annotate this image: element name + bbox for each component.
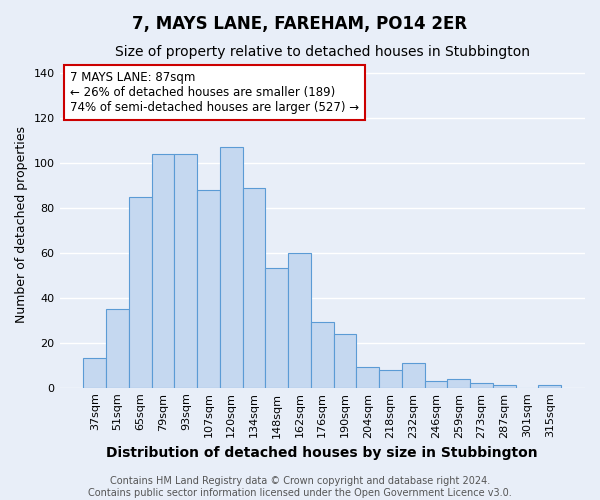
- X-axis label: Distribution of detached houses by size in Stubbington: Distribution of detached houses by size …: [106, 446, 538, 460]
- Bar: [152, 154, 175, 388]
- Bar: [265, 268, 288, 388]
- Bar: [470, 383, 493, 388]
- Bar: [175, 154, 197, 388]
- Bar: [448, 378, 470, 388]
- Text: 7, MAYS LANE, FAREHAM, PO14 2ER: 7, MAYS LANE, FAREHAM, PO14 2ER: [133, 15, 467, 33]
- Bar: [220, 147, 242, 388]
- Bar: [379, 370, 402, 388]
- Bar: [356, 368, 379, 388]
- Bar: [106, 309, 129, 388]
- Bar: [311, 322, 334, 388]
- Bar: [402, 363, 425, 388]
- Bar: [493, 386, 515, 388]
- Bar: [334, 334, 356, 388]
- Bar: [425, 381, 448, 388]
- Bar: [129, 196, 152, 388]
- Bar: [288, 252, 311, 388]
- Y-axis label: Number of detached properties: Number of detached properties: [15, 126, 28, 323]
- Bar: [242, 188, 265, 388]
- Text: Contains HM Land Registry data © Crown copyright and database right 2024.
Contai: Contains HM Land Registry data © Crown c…: [88, 476, 512, 498]
- Text: 7 MAYS LANE: 87sqm
← 26% of detached houses are smaller (189)
74% of semi-detach: 7 MAYS LANE: 87sqm ← 26% of detached hou…: [70, 72, 359, 114]
- Bar: [197, 190, 220, 388]
- Bar: [83, 358, 106, 388]
- Bar: [538, 386, 561, 388]
- Title: Size of property relative to detached houses in Stubbington: Size of property relative to detached ho…: [115, 45, 530, 59]
